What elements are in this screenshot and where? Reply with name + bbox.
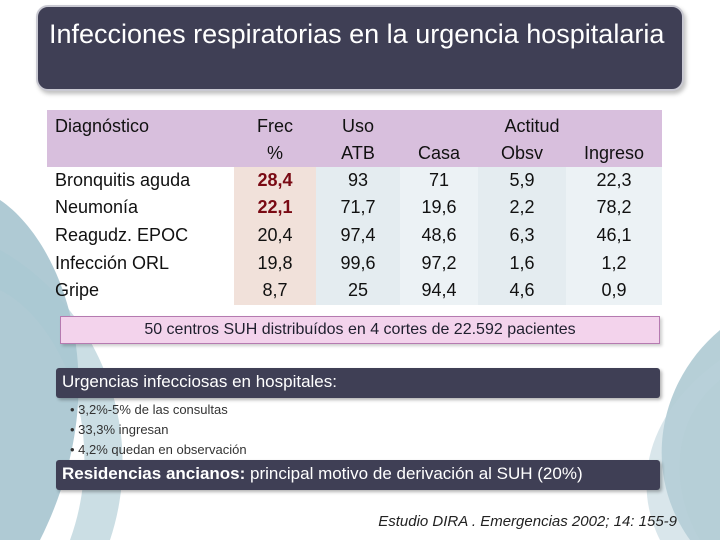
cell-uso: 25 — [347, 280, 369, 300]
cell-obsv: 2,2 — [509, 197, 535, 217]
list-item: • 3,2%-5% de las consultas — [70, 402, 228, 417]
cell-frec: 22,1 — [257, 197, 293, 217]
header-frec-unit: % — [266, 143, 283, 163]
header-frec: Frec — [257, 116, 293, 136]
row-label-orl: Infección ORL — [55, 253, 170, 273]
header-uso: Uso — [341, 116, 374, 136]
cell-obsv: 5,9 — [509, 170, 535, 190]
ingreso-column-background — [566, 167, 662, 305]
cell-obsv: 4,6 — [509, 280, 535, 300]
list-item: • 4,2% quedan en observación — [70, 442, 247, 456]
cell-obsv: 1,6 — [509, 253, 535, 273]
frec-column-background — [234, 167, 316, 305]
residencias-bold-label: Residencias ancianos: — [62, 464, 246, 483]
cell-casa: 71 — [428, 170, 450, 190]
summary-banner: 50 centros SUH distribuídos en 4 cortes … — [60, 316, 660, 344]
cell-frec: 8,7 — [262, 280, 288, 300]
header-casa: Casa — [417, 143, 461, 163]
header-actitud: Actitud — [504, 116, 560, 136]
source-citation: Estudio DIRA . Emergencias 2002; 14: 155… — [378, 513, 677, 530]
bullet-list: • 3,2%-5% de las consultas • 33,3% ingre… — [70, 400, 630, 456]
cell-ingreso: 22,3 — [596, 170, 632, 190]
uso-column-background — [316, 167, 400, 305]
cell-uso: 71,7 — [340, 197, 376, 217]
cell-uso: 99,6 — [340, 253, 376, 273]
cell-frec: 20,4 — [257, 225, 293, 245]
cell-uso: 93 — [347, 170, 369, 190]
casa-column-background — [400, 167, 478, 305]
cell-ingreso: 46,1 — [596, 225, 632, 245]
section-heading-residencias: Residencias ancianos: principal motivo d… — [56, 460, 660, 490]
slide-title: Infecciones respiratorias en la urgencia… — [36, 5, 684, 91]
cell-frec: 19,8 — [257, 253, 293, 273]
cell-casa: 48,6 — [421, 225, 457, 245]
row-label-gripe: Gripe — [55, 280, 100, 300]
header-obsv: Obsv — [500, 143, 543, 163]
cell-casa: 97,2 — [421, 253, 457, 273]
row-label-epoc: Reagudz. EPOC — [55, 225, 189, 245]
list-item: • 33,3% ingresan — [70, 422, 169, 437]
residencias-detail: principal motivo de derivación al SUH (2… — [245, 464, 583, 483]
header-ingreso: Ingreso — [583, 143, 645, 163]
section-heading-urgencias: Urgencias infecciosas en hospitales: — [56, 368, 660, 398]
row-label-bronquitis: Bronquitis aguda — [55, 170, 191, 190]
obsv-column-background — [478, 167, 566, 305]
header-atb: ATB — [341, 143, 375, 163]
cell-ingreso: 0,9 — [601, 280, 627, 300]
row-label-neumonia: Neumonía — [55, 197, 139, 217]
table-header-background — [47, 110, 662, 167]
cell-casa: 94,4 — [421, 280, 457, 300]
cell-frec: 28,4 — [257, 170, 293, 190]
cell-ingreso: 1,2 — [601, 253, 627, 273]
cell-obsv: 6,3 — [509, 225, 535, 245]
cell-ingreso: 78,2 — [596, 197, 632, 217]
cell-casa: 19,6 — [421, 197, 457, 217]
cell-uso: 97,4 — [340, 225, 376, 245]
header-diagnostico: Diagnóstico — [55, 116, 150, 136]
